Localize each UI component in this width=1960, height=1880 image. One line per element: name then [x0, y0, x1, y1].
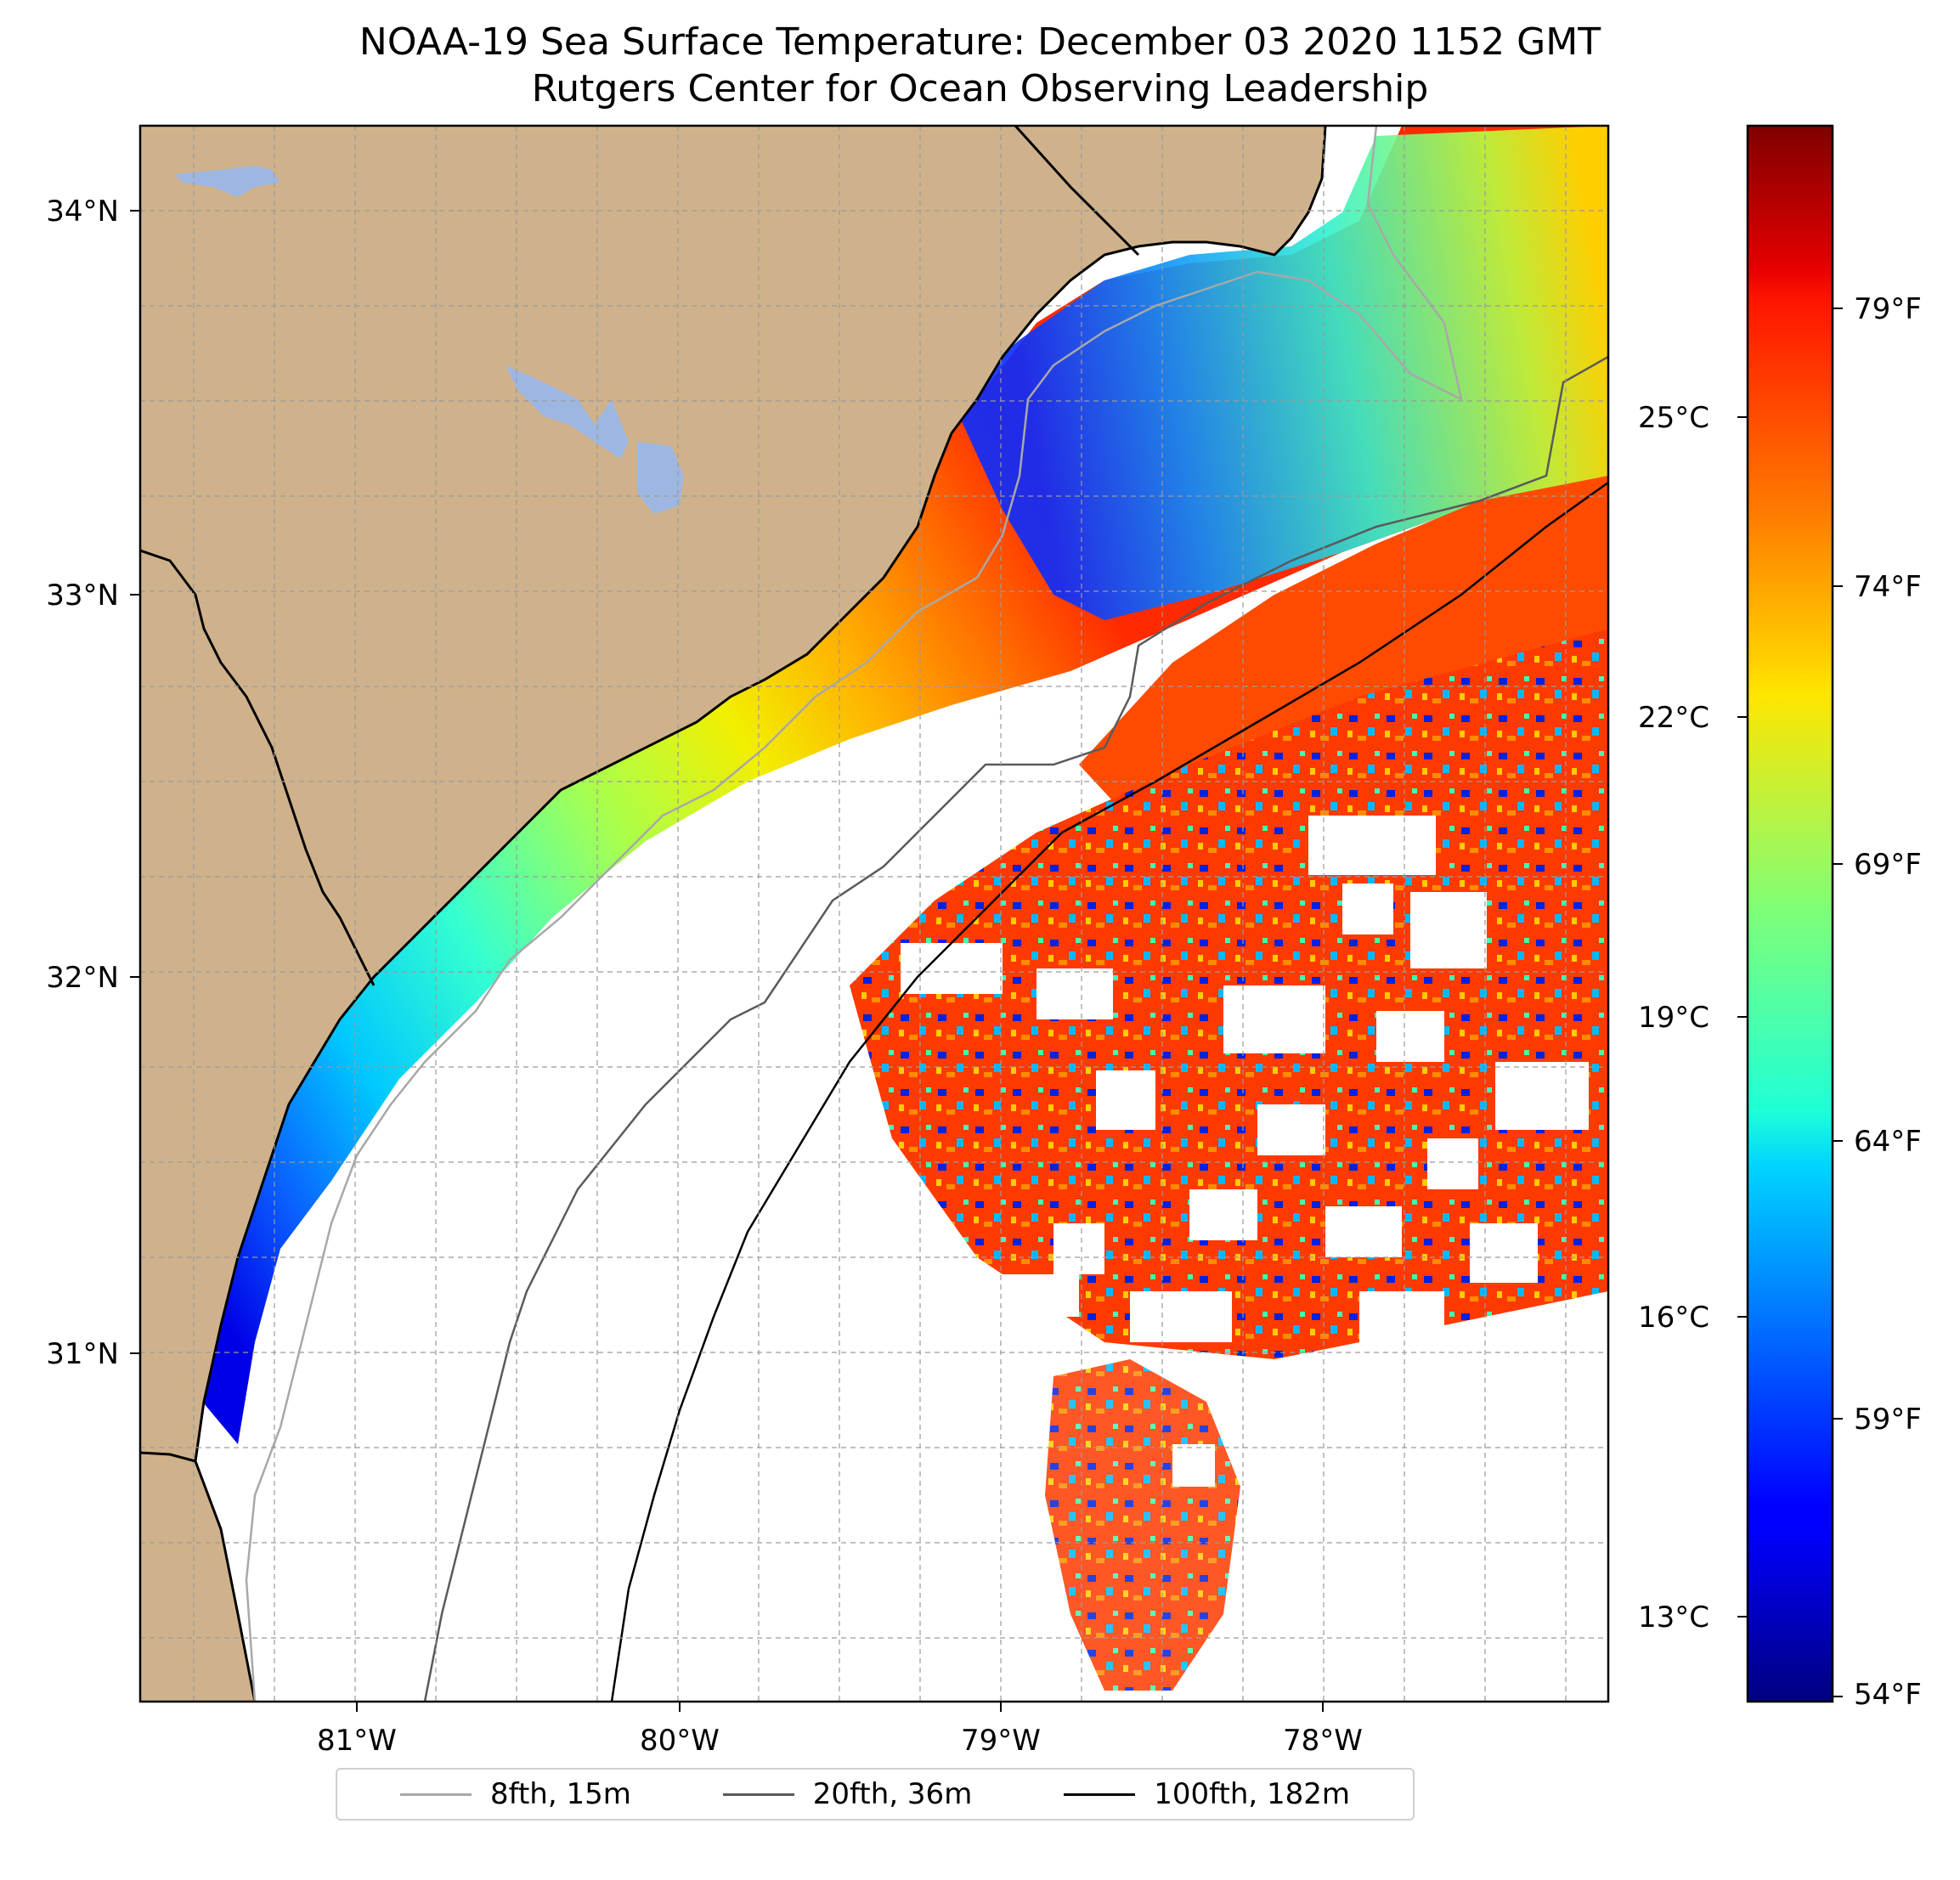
celsius-label-13: 13°C	[1638, 1601, 1709, 1634]
map-subtitle: Rutgers Center for Ocean Observing Leade…	[531, 67, 1429, 110]
legend-line-8fth	[399, 1792, 472, 1796]
lat-label-31: 31°N	[46, 1337, 119, 1371]
lat-label-32: 32°N	[46, 961, 119, 995]
fahrenheit-label-79: 79°F	[1854, 292, 1922, 326]
map-title: NOAA-19 Sea Surface Temperature: Decembe…	[359, 20, 1601, 64]
inland-lakes	[174, 166, 684, 514]
fahrenheit-label-54: 54°F	[1854, 1678, 1922, 1712]
gridlines	[140, 126, 1608, 1702]
legend-label-20fth: 20fth, 36m	[812, 1777, 973, 1811]
celsius-label-16: 16°C	[1638, 1301, 1709, 1335]
celsius-label-19: 19°C	[1638, 1001, 1709, 1035]
lon-label-80w: 80°W	[640, 1724, 720, 1758]
legend-line-20fth	[722, 1792, 794, 1796]
longitude-axis: 81°W 80°W 79°W 78°W	[317, 1702, 1363, 1758]
lon-label-79w: 79°W	[961, 1724, 1041, 1758]
isobath-20fth	[423, 355, 1608, 1702]
map-panel	[140, 126, 1608, 1702]
cloud-gaps	[901, 816, 1589, 1487]
legend-item-8fth: 8fth, 15m	[399, 1777, 631, 1811]
legend-label-8fth: 8fth, 15m	[489, 1777, 631, 1811]
colorbar-gradient	[1746, 124, 1834, 1703]
fahrenheit-label-74: 74°F	[1854, 570, 1922, 604]
legend-item-100fth: 100fth, 182m	[1064, 1777, 1350, 1811]
state-boundaries	[140, 126, 1140, 1463]
isobath-8fth	[245, 126, 1463, 1702]
coastline	[194, 126, 1327, 1702]
celsius-label-22: 22°C	[1638, 701, 1709, 735]
legend-label-100fth: 100fth, 182m	[1154, 1777, 1351, 1811]
latitude-axis: 34°N 33°N 32°N 31°N	[46, 195, 140, 1371]
map-frame	[138, 124, 1610, 1703]
fahrenheit-label-69: 69°F	[1854, 848, 1922, 882]
sst-speckled-south	[1045, 1359, 1240, 1691]
isobath-100fth	[610, 481, 1608, 1702]
lon-label-81w: 81°W	[317, 1724, 397, 1758]
land-mainland	[140, 126, 1325, 1702]
lat-label-33: 33°N	[46, 579, 119, 613]
colorbar: 25°C 22°C 19°C 16°C 13°C 79°F 74°F 69°F …	[1638, 124, 1922, 1712]
lon-label-78w: 78°W	[1283, 1724, 1363, 1758]
legend-line-100fth	[1064, 1792, 1136, 1796]
lat-label-34: 34°N	[46, 195, 119, 229]
isobath-legend: 8fth, 15m 20fth, 36m 100fth, 182m	[336, 1768, 1415, 1821]
fahrenheit-label-64: 64°F	[1854, 1125, 1922, 1159]
celsius-label-25: 25°C	[1638, 401, 1709, 435]
legend-item-20fth: 20fth, 36m	[722, 1777, 973, 1811]
fahrenheit-label-59: 59°F	[1854, 1403, 1922, 1437]
